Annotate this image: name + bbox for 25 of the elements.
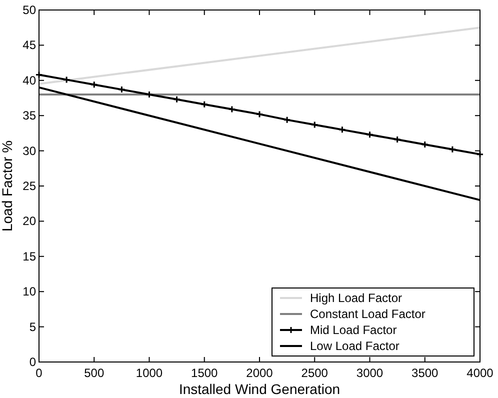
x-tick-label: 1500 xyxy=(191,366,218,380)
x-tick-label: 4000 xyxy=(466,366,494,380)
x-tick-label: 3500 xyxy=(412,366,439,380)
legend-label: Low Load Factor xyxy=(310,339,400,353)
x-tick-label: 2500 xyxy=(301,366,328,380)
y-tick-label: 30 xyxy=(22,144,36,158)
y-tick-label: 0 xyxy=(29,355,36,369)
y-tick-label: 50 xyxy=(22,3,36,17)
y-tick-label: 35 xyxy=(22,108,36,123)
x-tick-label: 500 xyxy=(84,366,104,380)
legend-label: Mid Load Factor xyxy=(310,323,397,337)
x-axis-title: Installed Wind Generation xyxy=(178,381,340,397)
y-tick-label: 45 xyxy=(22,38,36,52)
y-tick-label: 10 xyxy=(22,284,36,299)
x-tick-label: 2000 xyxy=(246,366,274,380)
y-tick-label: 40 xyxy=(22,73,36,88)
legend-label: Constant Load Factor xyxy=(310,307,426,321)
y-tick-label: 25 xyxy=(22,179,36,193)
legend-label: High Load Factor xyxy=(310,291,402,305)
y-tick-label: 5 xyxy=(29,320,36,334)
y-tick-label: 15 xyxy=(22,249,36,264)
x-tick-label: 3000 xyxy=(356,366,384,380)
y-tick-label: 20 xyxy=(22,214,36,228)
x-tick-label: 1000 xyxy=(136,366,163,380)
y-axis-title: Load Factor % xyxy=(0,140,15,232)
